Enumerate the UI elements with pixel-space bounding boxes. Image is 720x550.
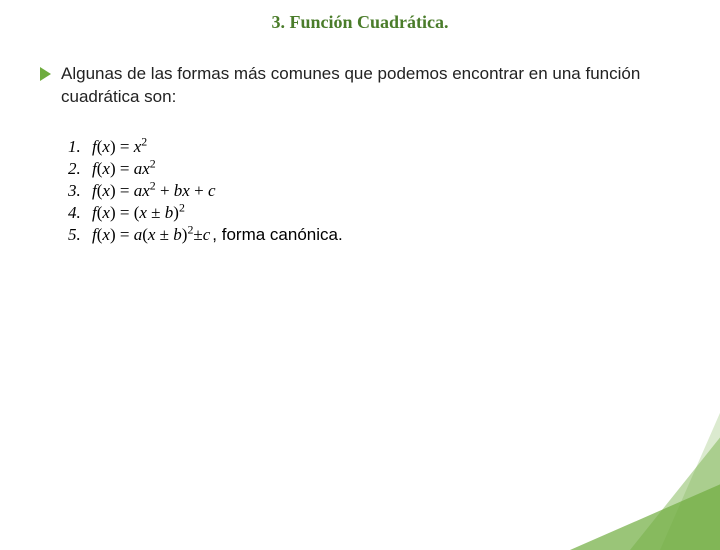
list-item: 2.f(x) = ax2 — [68, 159, 680, 179]
list-formula: f(x) = ax2 + bx + c — [92, 181, 215, 201]
intro-row: Algunas de las formas más comunes que po… — [40, 63, 680, 109]
list-item: 3.f(x) = ax2 + bx + c — [68, 181, 680, 201]
deco-triangle-icon — [630, 425, 720, 550]
list-extra-text: , forma canónica. — [212, 225, 342, 245]
play-icon — [40, 67, 51, 81]
formula-list: 1.f(x) = x22.f(x) = ax23.f(x) = ax2 + bx… — [68, 137, 680, 245]
deco-triangle-icon — [660, 390, 720, 550]
list-number: 2. — [68, 159, 92, 179]
list-formula: f(x) = x2 — [92, 137, 147, 157]
list-number: 3. — [68, 181, 92, 201]
page-number: 48 — [618, 508, 630, 520]
list-item: 5.f(x) = a(x ± b)2±c, forma canónica. — [68, 225, 680, 245]
corner-decoration — [510, 370, 720, 550]
list-number: 5. — [68, 225, 92, 245]
list-formula: f(x) = a(x ± b)2±c — [92, 225, 210, 245]
list-number: 1. — [68, 137, 92, 157]
page-number-text: 48 — [618, 508, 630, 520]
list-item: 4.f(x) = (x ± b)2 — [68, 203, 680, 223]
slide: 3. Función Cuadrática. Algunas de las fo… — [0, 0, 720, 540]
list-formula: f(x) = (x ± b)2 — [92, 203, 185, 223]
slide-title: 3. Función Cuadrática. — [40, 12, 680, 33]
list-item: 1.f(x) = x2 — [68, 137, 680, 157]
intro-text: Algunas de las formas más comunes que po… — [61, 63, 680, 109]
list-formula: f(x) = ax2 — [92, 159, 156, 179]
list-number: 4. — [68, 203, 92, 223]
